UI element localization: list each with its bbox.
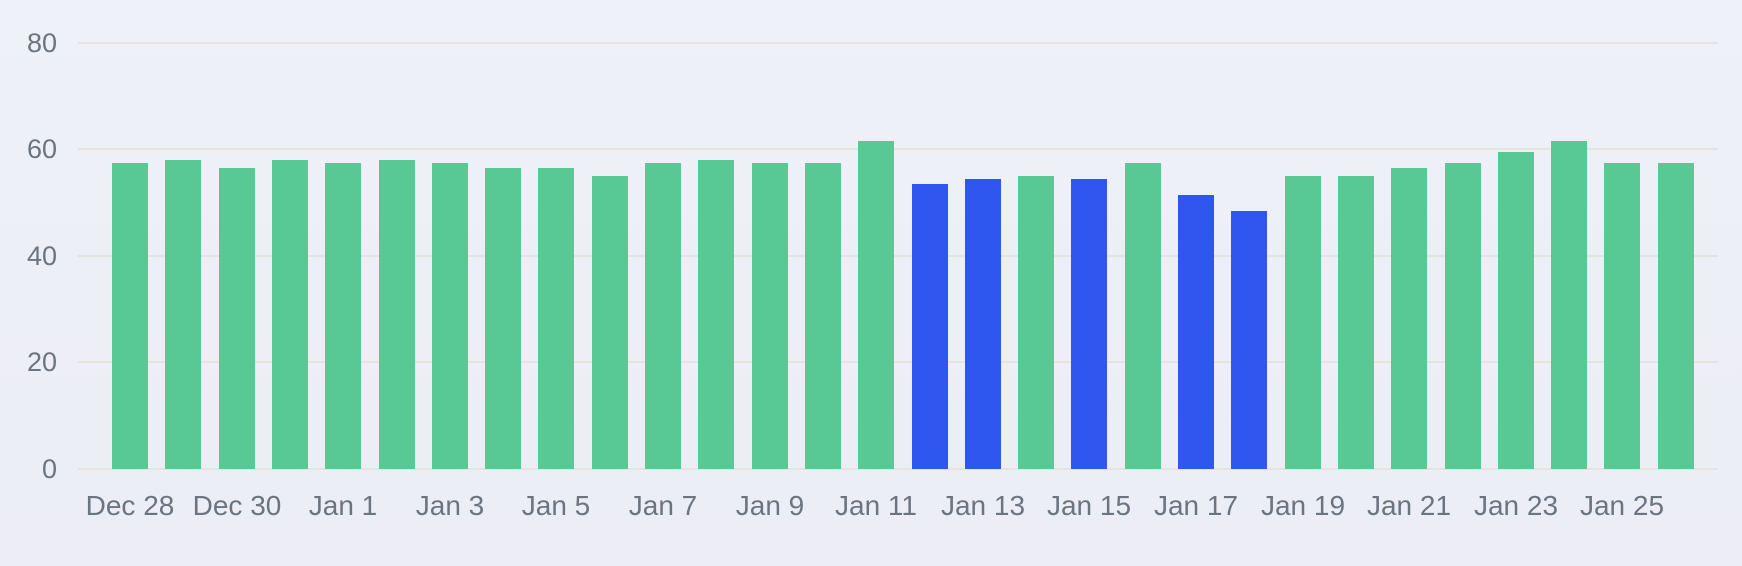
bar-jan-13[interactable]	[965, 179, 1001, 469]
bar-jan-23[interactable]	[1498, 152, 1534, 469]
bar-jan-21[interactable]	[1391, 168, 1427, 469]
bar-jan-19[interactable]	[1285, 176, 1321, 469]
bar-jan-6[interactable]	[592, 176, 628, 469]
bar-jan-26[interactable]	[1658, 163, 1694, 469]
y-tick-label-40: 40	[26, 241, 57, 271]
bar-dec-28[interactable]	[112, 163, 148, 469]
x-tick-label-jan-13: Jan 13	[940, 490, 1026, 521]
bar-dec-31[interactable]	[272, 160, 308, 469]
bar-jan-7[interactable]	[645, 163, 681, 469]
bar-jan-2[interactable]	[379, 160, 415, 469]
x-tick-label-jan-5: Jan 5	[521, 490, 591, 521]
bar-jan-20[interactable]	[1338, 176, 1374, 469]
x-tick-label-jan-19: Jan 19	[1260, 490, 1346, 521]
x-tick-label-jan-21: Jan 21	[1366, 490, 1452, 521]
bar-jan-22[interactable]	[1445, 163, 1481, 469]
x-tick-label-jan-25: Jan 25	[1579, 490, 1665, 521]
x-tick-label-jan-11: Jan 11	[835, 490, 917, 521]
bar-jan-17[interactable]	[1178, 195, 1214, 469]
y-tick-label-60: 60	[26, 134, 57, 164]
gridline-y-20	[78, 361, 1718, 363]
bar-jan-11[interactable]	[858, 141, 894, 469]
x-tick-label-jan-7: Jan 7	[628, 490, 698, 521]
bar-jan-24[interactable]	[1551, 141, 1587, 469]
bar-jan-5[interactable]	[538, 168, 574, 469]
y-tick-label-20: 20	[26, 347, 57, 377]
bar-jan-8[interactable]	[698, 160, 734, 469]
bar-jan-9[interactable]	[752, 163, 788, 469]
bar-jan-3[interactable]	[432, 163, 468, 469]
bar-jan-18[interactable]	[1231, 211, 1267, 469]
gridline-y-60	[78, 148, 1718, 150]
x-tick-label-jan-15: Jan 15	[1046, 490, 1132, 521]
bar-jan-10[interactable]	[805, 163, 841, 469]
y-tick-label-80: 80	[26, 28, 57, 58]
y-tick-label-0: 0	[41, 454, 57, 484]
gridline-y-80	[78, 42, 1718, 44]
bar-jan-14[interactable]	[1018, 176, 1054, 469]
bar-jan-4[interactable]	[485, 168, 521, 469]
gridline-y-0	[78, 468, 1718, 470]
bar-jan-12[interactable]	[912, 184, 948, 469]
x-tick-label-jan-23: Jan 23	[1473, 490, 1559, 521]
bar-jan-25[interactable]	[1604, 163, 1640, 469]
x-tick-label-jan-17: Jan 17	[1153, 490, 1239, 521]
gridline-y-40	[78, 255, 1718, 257]
bar-dec-30[interactable]	[219, 168, 255, 469]
bar-dec-29[interactable]	[165, 160, 201, 469]
x-tick-label-dec-28: Dec 28	[85, 490, 175, 521]
x-tick-label-jan-3: Jan 3	[415, 490, 485, 521]
bar-jan-16[interactable]	[1125, 163, 1161, 469]
x-tick-label-jan-1: Jan 1	[308, 490, 378, 521]
bar-jan-15[interactable]	[1071, 179, 1107, 469]
bar-jan-1[interactable]	[325, 163, 361, 469]
x-tick-label-jan-9: Jan 9	[735, 490, 805, 521]
x-tick-label-dec-30: Dec 30	[192, 490, 282, 521]
